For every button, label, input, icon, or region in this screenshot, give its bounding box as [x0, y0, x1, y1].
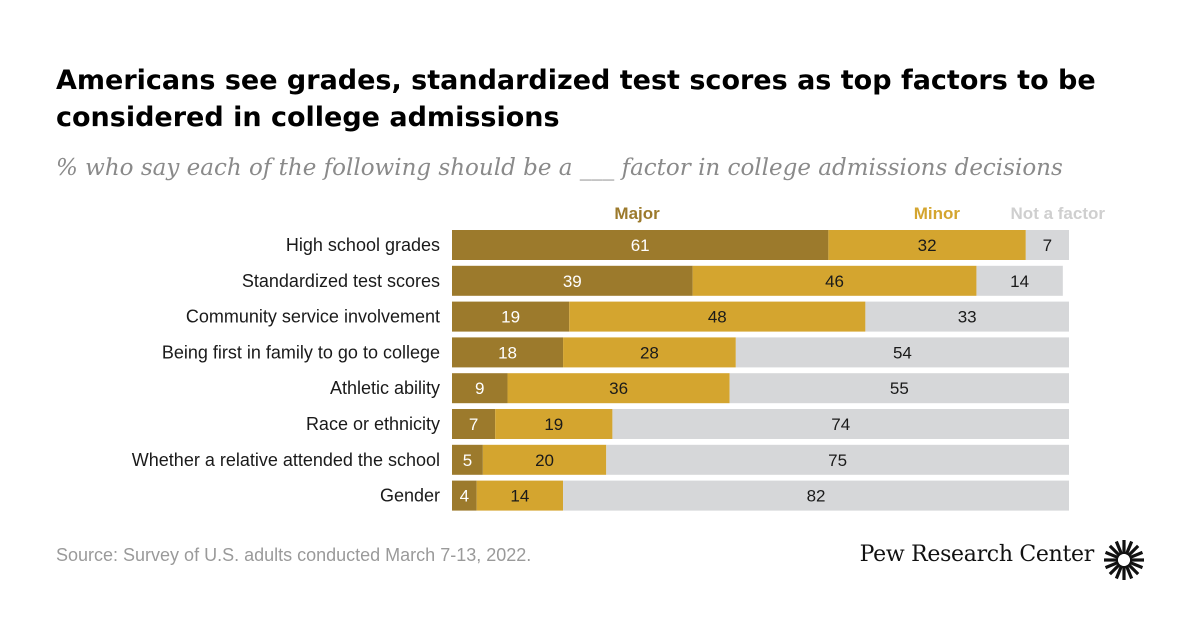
data-label-not-a-factor: 33	[958, 308, 977, 327]
legend-not-a-factor: Not a factor	[1011, 204, 1106, 223]
bar-minor	[476, 480, 564, 511]
bar-minor	[482, 444, 607, 475]
data-label-major: 19	[501, 308, 520, 327]
logo-ray	[1127, 563, 1140, 576]
data-label-not-a-factor: 82	[807, 487, 826, 506]
bar-major	[452, 337, 564, 368]
bar-major	[452, 444, 483, 475]
category-label: Standardized test scores	[242, 271, 440, 291]
logo-ray	[1124, 540, 1134, 556]
bar-major	[452, 265, 693, 296]
logo-ray	[1124, 564, 1134, 580]
brand-name: Pew Research Center	[859, 542, 1095, 567]
data-label-not-a-factor: 75	[828, 451, 847, 470]
category-label: Race or ethnicity	[306, 414, 440, 434]
category-label: Being first in family to go to college	[162, 342, 440, 362]
data-label-minor: 28	[640, 343, 659, 362]
category-label: Whether a relative attended the school	[132, 450, 440, 470]
bar-minor	[563, 337, 736, 368]
bar-major	[452, 373, 508, 404]
data-label-not-a-factor: 55	[890, 379, 909, 398]
data-label-minor: 32	[918, 236, 937, 255]
category-label: Gender	[380, 486, 440, 506]
bar-not-a-factor	[729, 373, 1069, 404]
category-label: Community service involvement	[186, 307, 440, 327]
data-label-not-a-factor: 14	[1010, 272, 1029, 291]
bar-major	[452, 409, 496, 439]
bar-not-a-factor	[563, 480, 1069, 511]
data-label-minor: 48	[708, 308, 727, 327]
bar-minor	[569, 301, 866, 332]
bar-not-a-factor	[976, 265, 1063, 296]
logo-ray	[1128, 550, 1144, 560]
data-label-minor: 19	[544, 415, 563, 434]
data-label-minor: 20	[535, 451, 554, 470]
chart-title: Americans see grades, standardized test …	[56, 65, 1096, 133]
data-label-not-a-factor: 7	[1043, 236, 1052, 255]
logo-ray	[1127, 544, 1140, 557]
data-label-major: 5	[463, 451, 472, 470]
bar-not-a-factor	[735, 337, 1069, 368]
bar-not-a-factor	[606, 444, 1069, 475]
chart-subtitle: % who say each of the following should b…	[56, 155, 1063, 181]
pew-logo-icon	[1104, 540, 1144, 580]
bar-major	[452, 301, 570, 332]
bar-not-a-factor	[1025, 230, 1069, 260]
logo-ray	[1114, 564, 1124, 580]
bar-not-a-factor	[865, 301, 1069, 332]
data-label-major: 39	[563, 272, 582, 291]
data-label-not-a-factor: 54	[893, 343, 912, 362]
logo-ray	[1108, 563, 1121, 576]
legend-minor: Minor	[914, 204, 961, 223]
category-label: Athletic ability	[330, 378, 440, 398]
data-label-major: 9	[475, 379, 484, 398]
bar-minor	[507, 373, 730, 404]
data-label-major: 18	[498, 343, 517, 362]
category-label: High school grades	[286, 235, 440, 255]
data-label-minor: 14	[510, 487, 529, 506]
bar-minor	[495, 409, 613, 439]
bar-major	[452, 480, 477, 511]
data-label-major: 7	[469, 415, 478, 434]
data-label-not-a-factor: 74	[831, 415, 850, 434]
logo-ray	[1114, 540, 1124, 556]
data-label-major: 4	[460, 487, 469, 506]
logo-ray	[1108, 544, 1121, 557]
bar-major	[452, 230, 829, 260]
logo-ray	[1104, 560, 1120, 570]
logo-ray	[1128, 560, 1144, 570]
bar-not-a-factor	[612, 409, 1069, 439]
data-label-minor: 46	[825, 272, 844, 291]
data-label-major: 61	[631, 236, 650, 255]
data-label-minor: 36	[609, 379, 628, 398]
logo-ray	[1104, 550, 1120, 560]
legend-major: Major	[614, 204, 660, 223]
bar-minor	[828, 230, 1026, 260]
bar-minor	[692, 265, 977, 296]
source-note: Source: Survey of U.S. adults conducted …	[56, 545, 532, 565]
